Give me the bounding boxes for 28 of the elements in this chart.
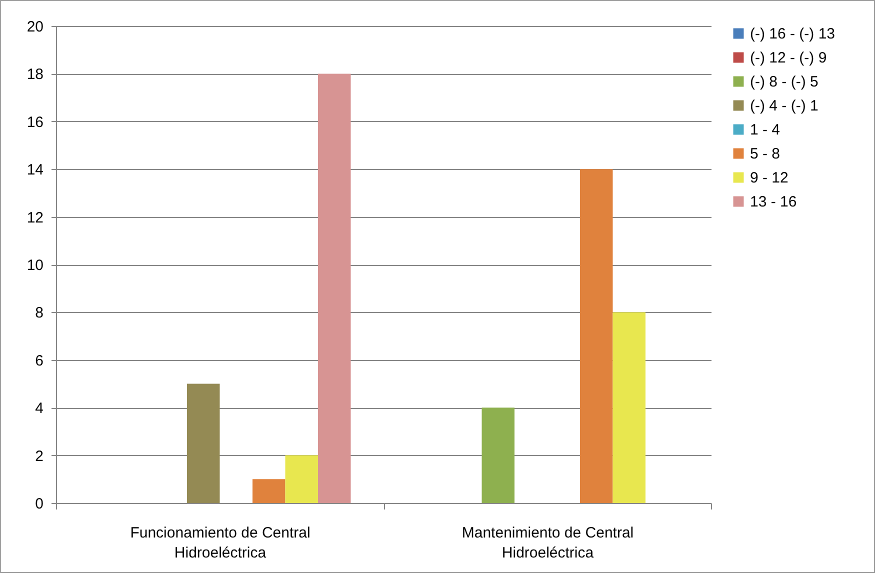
legend-label: 1 - 4 <box>750 122 780 138</box>
bar <box>252 479 286 503</box>
bar <box>318 74 351 503</box>
y-tick-label: 0 <box>35 496 44 512</box>
y-tick-label: 20 <box>26 18 44 36</box>
bar <box>285 455 318 503</box>
legend-label: 13 - 16 <box>750 194 797 210</box>
x-tick-label: Mantenimiento de Central Hidroeléctrica <box>462 524 634 562</box>
y-tick-label: 16 <box>26 114 44 131</box>
legend-label: (-) 4 - (-) 1 <box>750 98 818 114</box>
y-tick-label: 10 <box>26 257 44 274</box>
y-tick-label: 4 <box>35 400 44 418</box>
y-tick-label: 12 <box>26 209 44 226</box>
bar <box>187 384 220 503</box>
bar <box>580 169 613 503</box>
legend-label: 9 - 12 <box>750 170 788 186</box>
y-tick-label: 2 <box>35 448 44 465</box>
y-tick-label: 14 <box>26 162 44 179</box>
y-tick-label: 8 <box>35 304 44 322</box>
y-tick-label: 6 <box>35 352 44 370</box>
y-tick-label: 18 <box>26 66 44 84</box>
legend-label: (-) 12 - (-) 9 <box>750 50 827 66</box>
bar <box>612 312 646 503</box>
legend-label: (-) 16 - (-) 13 <box>750 26 836 42</box>
legend-label: (-) 8 - (-) 5 <box>750 74 818 90</box>
bar <box>482 408 514 503</box>
legend-label: 5 - 8 <box>750 146 780 162</box>
x-tick-label: Funcionamiento de Central Hidroeléctrica <box>130 524 310 562</box>
